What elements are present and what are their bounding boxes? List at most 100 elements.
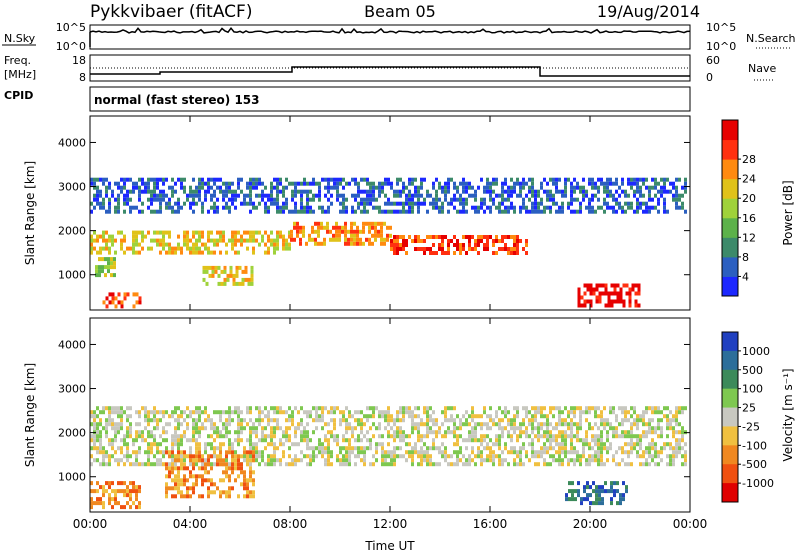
heatmap-cell <box>594 209 597 214</box>
heatmap-cell <box>111 193 114 198</box>
heatmap-cell <box>344 229 347 234</box>
heatmap-cell <box>338 225 341 230</box>
heatmap-cell <box>516 438 519 443</box>
heatmap-cell <box>381 442 384 447</box>
freq-trace <box>90 66 690 77</box>
heatmap-cell <box>180 246 183 251</box>
heatmap-cell <box>618 434 621 439</box>
heatmap-cell <box>363 458 366 463</box>
heatmap-cell <box>135 300 139 305</box>
heatmap-cell <box>107 257 110 262</box>
heatmap-cell <box>390 450 393 455</box>
heatmap-cell <box>426 247 429 251</box>
heatmap-cell <box>117 414 120 419</box>
heatmap-cell <box>435 251 438 255</box>
heatmap-cell <box>663 189 666 194</box>
heatmap-cell <box>368 241 371 246</box>
heatmap-cell <box>528 434 531 439</box>
heatmap-cell <box>252 201 255 206</box>
heatmap-cell <box>465 185 468 190</box>
heatmap-cell <box>648 430 651 435</box>
heatmap-cell <box>156 426 159 431</box>
heatmap-cell <box>129 246 132 251</box>
heatmap-cell <box>138 197 141 202</box>
heatmap-cell <box>504 458 507 463</box>
heatmap-cell <box>288 438 291 443</box>
heatmap-cell <box>609 442 612 447</box>
heatmap-cell <box>246 201 249 206</box>
heatmap-cell <box>402 205 405 210</box>
heatmap-cell <box>105 304 109 309</box>
heatmap-cell <box>219 446 222 451</box>
heatmap-cell <box>607 303 611 308</box>
heatmap-cell <box>576 438 579 443</box>
heatmap-cell <box>636 209 639 214</box>
heatmap-cell <box>165 494 168 499</box>
heatmap-cell <box>654 193 657 198</box>
heatmap-cell <box>320 225 323 230</box>
heatmap-cell <box>369 462 372 467</box>
heatmap-cell <box>438 243 441 247</box>
heatmap-cell <box>534 454 537 459</box>
heatmap-cell <box>477 414 480 419</box>
heatmap-cell <box>579 426 582 431</box>
heatmap-cell <box>102 458 105 463</box>
heatmap-cell <box>168 201 171 206</box>
heatmap-cell <box>240 470 243 475</box>
heatmap-cell <box>573 414 576 419</box>
heatmap-cell <box>375 446 378 451</box>
heatmap-cell <box>132 205 135 210</box>
heatmap-cell <box>104 265 107 270</box>
heatmap-cell <box>399 201 402 206</box>
heatmap-cell <box>522 247 525 251</box>
heatmap-cell <box>597 450 600 455</box>
heatmap-cell <box>153 406 156 411</box>
heatmap-cell <box>450 462 453 467</box>
heatmap-cell <box>672 193 675 198</box>
heatmap-cell <box>558 410 561 415</box>
heatmap-cell <box>369 201 372 206</box>
heatmap-cell <box>597 426 600 431</box>
heatmap-cell <box>571 481 574 486</box>
heatmap-cell <box>558 434 561 439</box>
heatmap-cell <box>174 434 177 439</box>
heatmap-cell <box>114 296 118 301</box>
heatmap-cell <box>642 418 645 423</box>
heatmap-cell <box>369 406 372 411</box>
heatmap-cell <box>435 462 438 467</box>
heatmap-cell <box>537 430 540 435</box>
heatmap-cell <box>577 481 580 486</box>
heatmap-cell <box>612 205 615 210</box>
heatmap-cell <box>447 247 450 251</box>
heatmap-cell <box>342 434 345 439</box>
heatmap-cell <box>408 197 411 202</box>
heatmap-cell <box>681 205 684 210</box>
heatmap-cell <box>299 241 302 246</box>
heatmap-cell <box>591 185 594 190</box>
heatmap-cell <box>102 485 105 490</box>
heatmap-cell <box>543 434 546 439</box>
heatmap-cell <box>570 406 573 411</box>
y-tick-label: 2000 <box>58 225 86 238</box>
heatmap-cell <box>411 205 414 210</box>
heatmap-cell <box>192 242 195 247</box>
heatmap-cell <box>630 434 633 439</box>
heatmap-cell <box>180 490 183 495</box>
heatmap-cell <box>192 246 195 251</box>
heatmap-cell <box>519 185 522 190</box>
heatmap-cell <box>621 418 624 423</box>
heatmap-cell <box>213 250 216 255</box>
heatmap-cell <box>441 205 444 210</box>
heatmap-cell <box>399 438 402 443</box>
heatmap-cell <box>348 454 351 459</box>
heatmap-cell <box>120 304 124 309</box>
heatmap-cell <box>381 458 384 463</box>
heatmap-cell <box>630 462 633 467</box>
heatmap-cell <box>465 446 468 451</box>
heatmap-cell <box>462 197 465 202</box>
heatmap-cell <box>621 450 624 455</box>
heatmap-cell <box>183 418 186 423</box>
heatmap-cell <box>171 434 174 439</box>
heatmap-cell <box>249 230 252 235</box>
heatmap-cell <box>573 434 576 439</box>
